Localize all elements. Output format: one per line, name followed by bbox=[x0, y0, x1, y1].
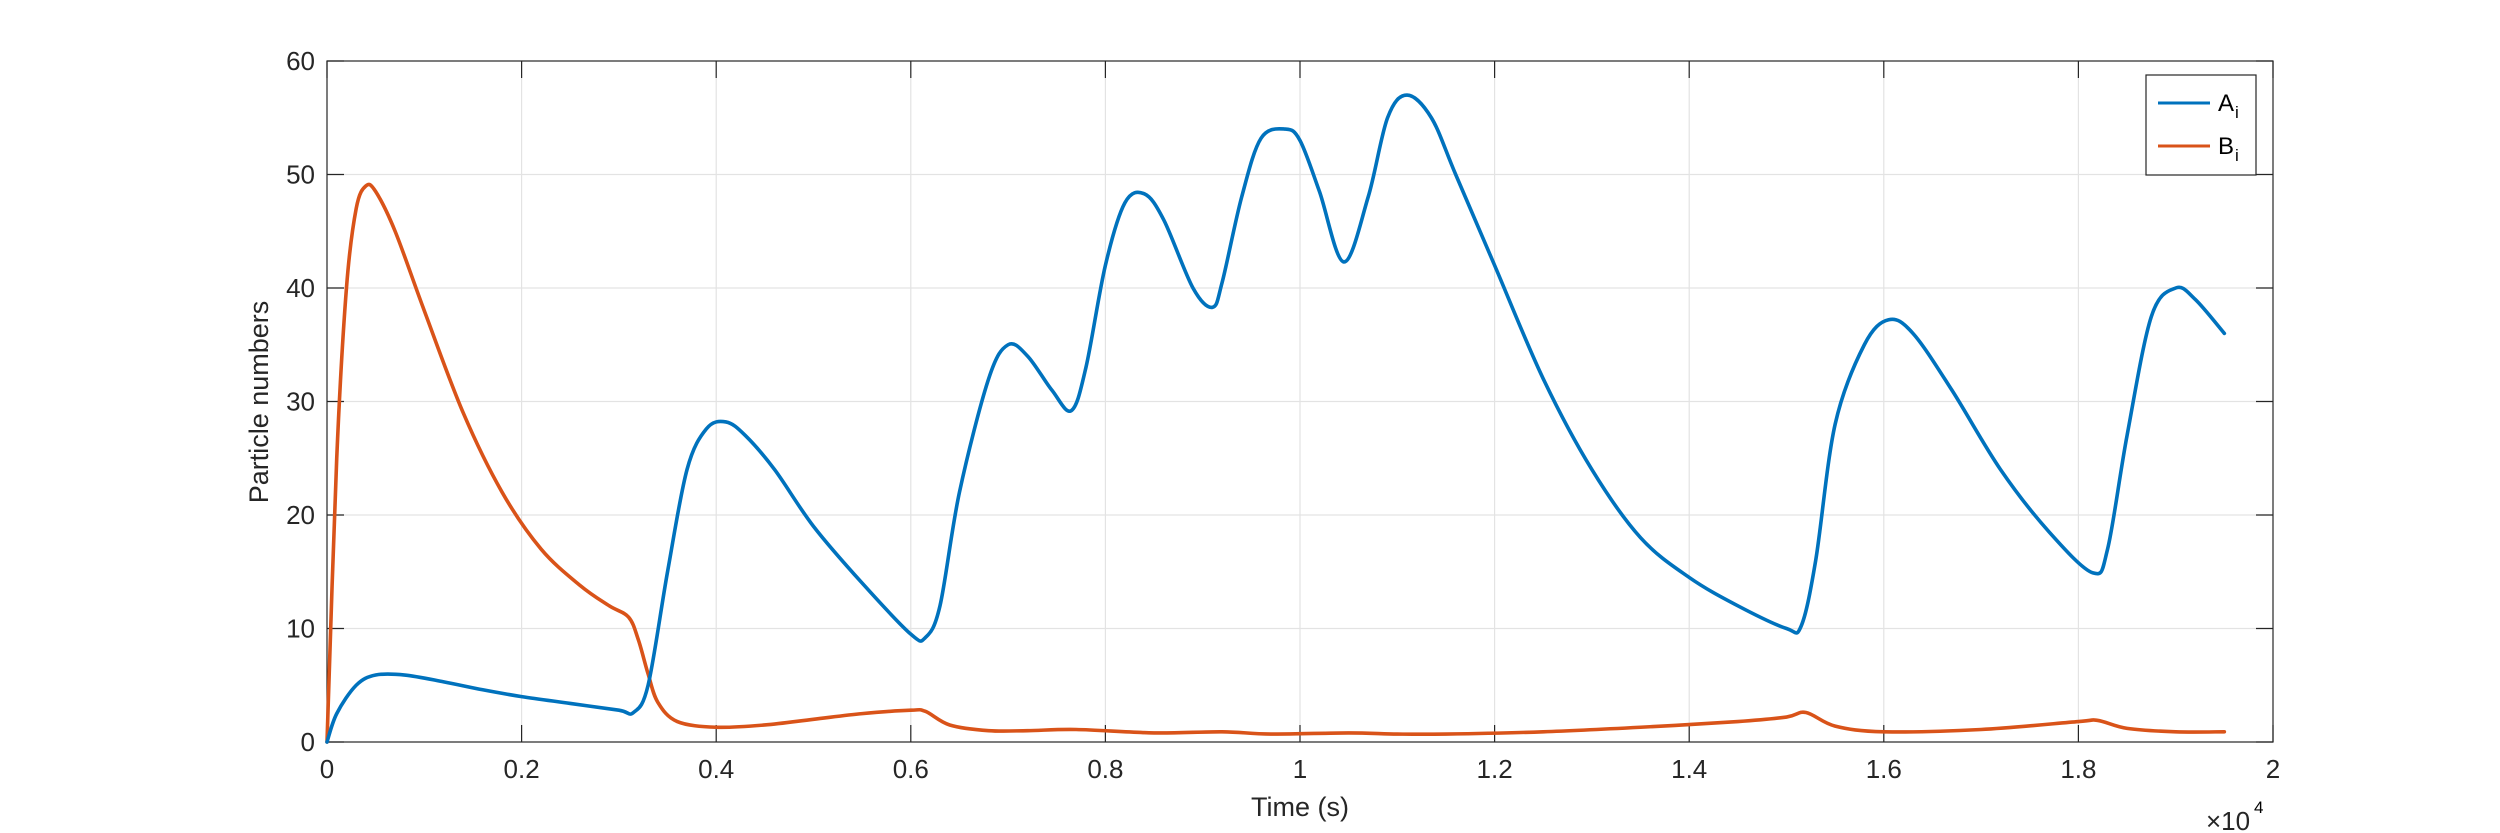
x-tick-label: 0.8 bbox=[1087, 754, 1123, 784]
series-lines bbox=[325, 93, 2227, 744]
x-tick-label: 1.2 bbox=[1477, 754, 1513, 784]
x-tick-label: 0.6 bbox=[893, 754, 929, 784]
x-tick-label: 2 bbox=[2266, 754, 2280, 784]
x-tick-label: 0.4 bbox=[698, 754, 734, 784]
legend: A i B i bbox=[2145, 74, 2257, 176]
y-tick-label: 40 bbox=[286, 273, 315, 303]
x-axis-label: Time (s) bbox=[1251, 792, 1349, 822]
x-tick-label: 1.6 bbox=[1866, 754, 1902, 784]
x-multiplier-base: ×10 bbox=[2206, 806, 2250, 833]
legend-label-b: B bbox=[2218, 133, 2234, 160]
legend-subscript-b: i bbox=[2235, 146, 2239, 165]
series-line-a bbox=[325, 93, 2227, 744]
x-tick-label: 0.2 bbox=[504, 754, 540, 784]
x-tick-label: 0 bbox=[320, 754, 334, 784]
legend-label-a: A bbox=[2218, 90, 2234, 117]
y-tick-label: 50 bbox=[286, 160, 315, 190]
grid bbox=[327, 61, 2273, 742]
x-tick-label: 1 bbox=[1293, 754, 1307, 784]
x-multiplier-exponent: 4 bbox=[2254, 798, 2263, 817]
x-tick-label: 1.4 bbox=[1671, 754, 1707, 784]
y-tick-label: 10 bbox=[286, 614, 315, 644]
legend-subscript-a: i bbox=[2235, 103, 2239, 122]
legend-box bbox=[2145, 74, 2257, 176]
y-axis-label: Particle numbers bbox=[244, 301, 274, 504]
x-axis-multiplier: ×10 4 bbox=[2206, 798, 2263, 833]
y-tick-label: 0 bbox=[301, 727, 315, 757]
y-tick-label: 20 bbox=[286, 500, 315, 530]
x-tick-label: 1.8 bbox=[2060, 754, 2096, 784]
series-line-b bbox=[325, 182, 2227, 744]
y-tick-label: 60 bbox=[286, 46, 315, 76]
y-tick-label: 30 bbox=[286, 387, 315, 417]
